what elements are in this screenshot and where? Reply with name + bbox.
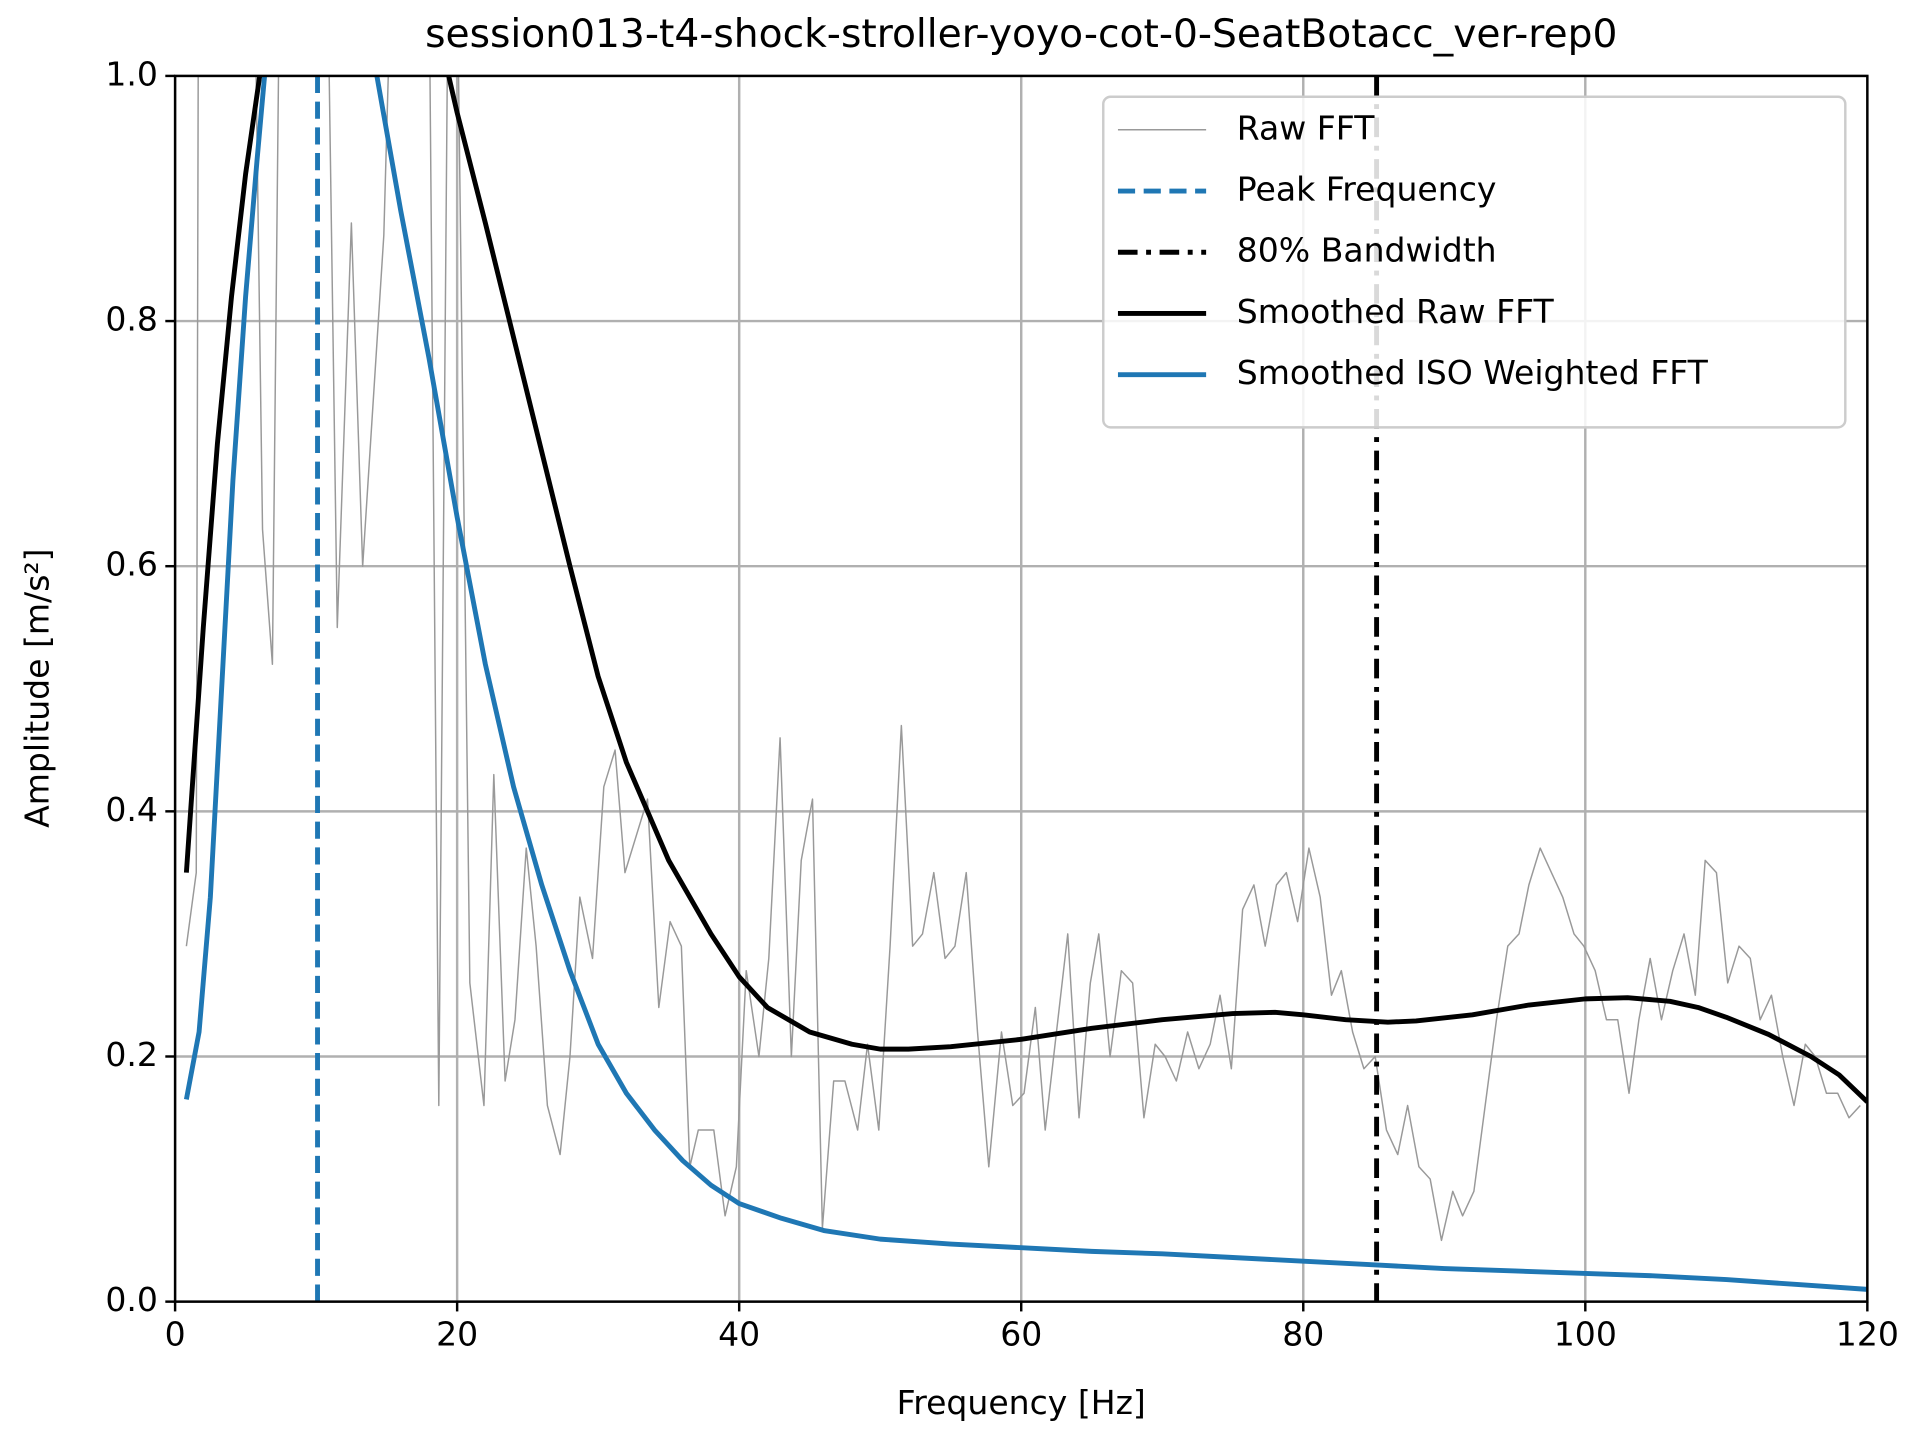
- y-tick-label: 0.0: [105, 1280, 158, 1319]
- plot-area: [183, 75, 1868, 1302]
- x-tick-label: 40: [718, 1314, 760, 1353]
- chart-title: session013-t4-shock-stroller-yoyo-cot-0-…: [425, 12, 1617, 57]
- legend: Raw FFT Peak Frequency 80% Bandwidth Smooth…: [1102, 95, 1847, 429]
- y-tick-label: 0.8: [105, 300, 158, 339]
- series-line: [183, 75, 1868, 1292]
- x-tick-label: 120: [1836, 1314, 1899, 1353]
- legend-label: Raw FFT: [1237, 108, 1375, 147]
- legend-label: 80% Bandwidth: [1237, 231, 1497, 270]
- y-tick-label: 0.4: [105, 790, 158, 829]
- legend-label: Smoothed Raw FFT: [1237, 292, 1555, 331]
- y-axis-label: Amplitude [m/s²]: [18, 548, 57, 827]
- y-tick-label: 1.0: [105, 54, 158, 93]
- x-axis-label: Frequency [Hz]: [897, 1383, 1146, 1422]
- y-tick-label: 0.6: [105, 545, 158, 584]
- x-tick-label: 0: [165, 1314, 186, 1353]
- x-tick-label: 80: [1282, 1314, 1324, 1353]
- legend-label: Smoothed ISO Weighted FFT: [1237, 353, 1709, 392]
- x-tick-label: 100: [1554, 1314, 1617, 1353]
- legend-box: [1102, 95, 1847, 429]
- series-line: [185, 75, 1861, 1242]
- x-tick-label: 20: [436, 1314, 478, 1353]
- legend-label: Peak Frequency: [1237, 170, 1497, 209]
- x-tick-label: 60: [1000, 1314, 1042, 1353]
- ticks: 0 20 40 60 80 100 120 0.0 0.2 0.4 0.6 0.8 1.0: [105, 54, 1898, 1353]
- series-line: [183, 75, 1868, 1104]
- y-tick-label: 0.2: [105, 1035, 158, 1074]
